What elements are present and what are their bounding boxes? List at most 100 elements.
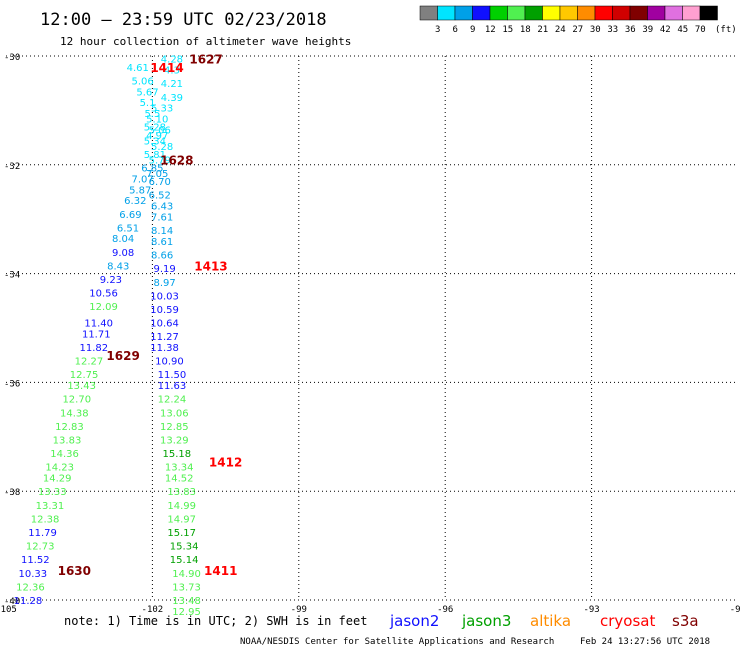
wave-height-point: 11.40 — [84, 319, 113, 330]
colorbar-swatch — [472, 5, 491, 21]
colorbar-label: 15 — [502, 25, 513, 35]
colorbar-swatch — [629, 5, 648, 21]
x-tick-label: -90 — [730, 605, 740, 615]
legend-entry: altika — [530, 612, 571, 630]
colorbar-swatch — [612, 5, 631, 21]
wave-height-point: 14.52 — [165, 474, 194, 485]
wave-height-point: 12.24 — [158, 395, 187, 406]
colorbar-label: 27 — [572, 25, 583, 35]
wave-height-point: 6.51 — [117, 223, 139, 234]
wave-height-point: 10.33 — [19, 569, 48, 580]
colorbar-swatch — [559, 5, 578, 21]
colorbar-swatch — [682, 5, 701, 21]
y-tick-label: -40 — [4, 597, 20, 607]
wave-height-point: 9.23 — [100, 275, 122, 286]
wave-height-point: 4.28 — [161, 55, 183, 66]
y-tick-label: -38 — [4, 488, 20, 498]
wave-height-point: 5.5 — [144, 109, 160, 120]
wave-height-point: 6.85 — [141, 164, 163, 175]
wave-height-point: 12.75 — [70, 370, 99, 381]
wave-height-point: 13.34 — [165, 463, 194, 474]
colorbar-label: 6 — [453, 25, 458, 35]
wave-height-point: 7.05 — [146, 169, 168, 180]
pass-number-label: 1627 — [189, 53, 222, 67]
wave-height-point: 7.07 — [132, 174, 154, 185]
wave-height-point: 13.83 — [167, 487, 196, 498]
wave-height-point: 5.1 — [140, 98, 156, 109]
footer-note: note: 1) Time is in UTC; 2) SWH is in fe… — [64, 614, 367, 628]
wave-height-point: 11.52 — [21, 555, 50, 566]
wave-height-point: 13.83 — [53, 436, 82, 447]
y-tick-label: -34 — [4, 271, 20, 281]
wave-height-point: 12.85 — [160, 422, 189, 433]
pass-number-label: 1630 — [58, 564, 91, 578]
wave-height-point: 8.14 — [151, 226, 173, 237]
wave-height-point: 12.09 — [89, 302, 118, 313]
colorbar-label: 42 — [660, 25, 671, 35]
wave-height-point: 13.73 — [172, 582, 201, 593]
colorbar-swatch — [542, 5, 561, 21]
legend-entry: s3a — [672, 612, 699, 630]
y-tick-label: -32 — [4, 162, 20, 172]
wave-height-point: 5.28 — [151, 142, 173, 153]
wave-height-point: 7.61 — [151, 212, 173, 223]
wave-height-point: 15.14 — [170, 555, 199, 566]
x-tick-label: -99 — [291, 605, 307, 615]
wave-height-point: 15.34 — [170, 542, 199, 553]
wave-height-point: 9.08 — [112, 248, 134, 259]
wave-height-point: 4.61 — [127, 63, 149, 74]
wave-height-point: 6.70 — [149, 177, 171, 188]
wave-height-point: 12.95 — [172, 607, 201, 618]
wave-height-point: 11.28 — [14, 596, 43, 607]
chart-title: 12:00 – 23:59 UTC 02/23/2018 — [40, 10, 327, 30]
x-tick-label: -105 — [0, 605, 17, 615]
wave-height-point: 4.3 — [164, 66, 180, 77]
colorbar-swatch — [437, 5, 456, 21]
wave-height-point: 9.19 — [153, 264, 175, 275]
colorbar-swatch — [577, 5, 596, 21]
pass-number-label: 1414 — [150, 61, 183, 75]
wave-height-point: 12.36 — [16, 582, 45, 593]
wave-height-point: 10.90 — [155, 357, 184, 368]
wave-height-point: 8.97 — [153, 278, 175, 289]
chart-subtitle: 12 hour collection of altimeter wave hei… — [60, 35, 351, 48]
data-points: 4.28 4.61 4.3 5.06 4.215.67 4.39 5.15.335.55.1… — [14, 55, 201, 618]
colorbar-label: 24 — [555, 25, 566, 35]
wave-height-point: 14.38 — [60, 408, 89, 419]
x-tick-label: -102 — [142, 605, 164, 615]
wave-height-point: 11.38 — [150, 343, 179, 354]
footer-credit: NOAA/NESDIS Center for Satellite Applica… — [240, 637, 554, 647]
wave-height-point: 13.31 — [36, 501, 65, 512]
wave-height-point: 15.18 — [162, 449, 191, 460]
wave-height-point: 4.97 — [146, 131, 168, 142]
x-tick-label: -93 — [583, 605, 599, 615]
y-axis: -30 -32 -34 -36 -38 -40 — [4, 53, 20, 607]
wave-height-point: 14.99 — [167, 501, 196, 512]
wave-height-point: 12.27 — [75, 357, 104, 368]
wave-height-point: 4.39 — [161, 93, 183, 104]
wave-height-point: 6.43 — [151, 202, 173, 213]
colorbar-label: 33 — [607, 25, 618, 35]
colorbar-swatch — [419, 5, 438, 21]
wave-height-point: 8.43 — [107, 261, 129, 272]
pass-labels: 1627 1414 1628 1413 1629 1412 1630 1411 — [58, 53, 243, 578]
wave-height-point: 12.83 — [55, 422, 84, 433]
wave-height-point: 5.06 — [132, 76, 154, 87]
wave-height-point: 4.21 — [161, 79, 183, 90]
wave-height-point: 14.29 — [43, 474, 72, 485]
x-tick-label: -96 — [437, 605, 453, 615]
wave-height-point: 5.33 — [151, 104, 173, 115]
colorbar-swatch — [524, 5, 543, 21]
wave-height-point: 12.73 — [26, 542, 55, 553]
colorbar-label: 70 — [695, 25, 706, 35]
colorbar-label: 9 — [470, 25, 475, 35]
pass-number-label: 1628 — [160, 153, 193, 167]
legend-entry: jason3 — [461, 612, 511, 630]
colorbar-swatch — [454, 5, 473, 21]
wave-height-point: 5.79 — [149, 155, 171, 166]
colorbar-label: 3 — [435, 25, 440, 35]
wave-height-point: 11.71 — [82, 329, 111, 340]
wave-height-point: 13.48 — [172, 596, 201, 607]
wave-height-point: 8.66 — [151, 251, 173, 262]
